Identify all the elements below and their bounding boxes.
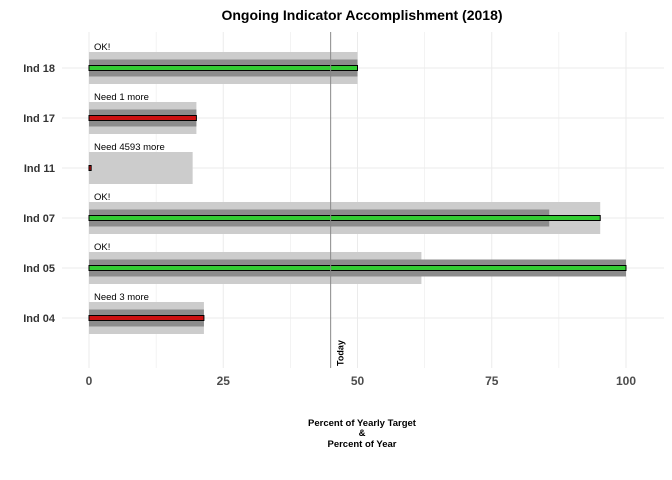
status-note: Need 4593 more <box>94 142 165 153</box>
indicator-row: Need 4593 more <box>88 142 193 184</box>
x-tick-label: 25 <box>217 374 231 388</box>
y-tick-label: Ind 07 <box>23 213 55 225</box>
target-band-bar <box>89 152 193 184</box>
status-note: OK! <box>94 192 110 203</box>
today-label: Today <box>336 340 346 366</box>
chart-title: Ongoing Indicator Accomplishment (2018) <box>221 7 502 23</box>
indicator-bars: OK! Need 1 more Need 4593 more OK! OK! Need 3… <box>88 42 627 334</box>
accomplishment-bar <box>88 215 601 221</box>
accomplishment-bar <box>88 165 92 171</box>
accomplishment-bar <box>88 115 197 121</box>
today-marker: Today <box>330 32 346 368</box>
x-tick-label: 50 <box>351 374 365 388</box>
accomplishment-bar <box>88 265 627 271</box>
status-note: Need 1 more <box>94 92 149 103</box>
x-tick-label: 75 <box>485 374 499 388</box>
x-axis-label-line-2: & <box>359 428 366 439</box>
status-note: Need 3 more <box>94 292 149 303</box>
x-tick-label: 100 <box>616 374 636 388</box>
indicator-row: OK! <box>88 42 358 84</box>
x-axis-label-line-3: Percent of Year <box>327 439 396 450</box>
status-note: OK! <box>94 242 110 253</box>
accomplishment-bar <box>88 65 358 71</box>
y-tick-label: Ind 17 <box>23 113 55 125</box>
indicator-row: Need 3 more <box>88 292 205 334</box>
indicator-row: OK! <box>88 192 601 234</box>
y-tick-label: Ind 11 <box>24 163 55 175</box>
indicator-row: Need 1 more <box>88 92 197 134</box>
indicator-row: OK! <box>88 242 627 284</box>
axis-labels: Ind 18 Ind 17 Ind 11 Ind 07 Ind 05 Ind 04 0 25 5… <box>23 63 636 388</box>
x-tick-label: 0 <box>86 374 93 388</box>
y-tick-label: Ind 18 <box>23 63 55 75</box>
accomplishment-bar <box>88 315 205 321</box>
status-note: OK! <box>94 42 110 53</box>
x-axis-label-line-1: Percent of Yearly Target <box>308 418 417 429</box>
y-tick-label: Ind 04 <box>23 313 56 325</box>
y-tick-label: Ind 05 <box>23 263 55 275</box>
